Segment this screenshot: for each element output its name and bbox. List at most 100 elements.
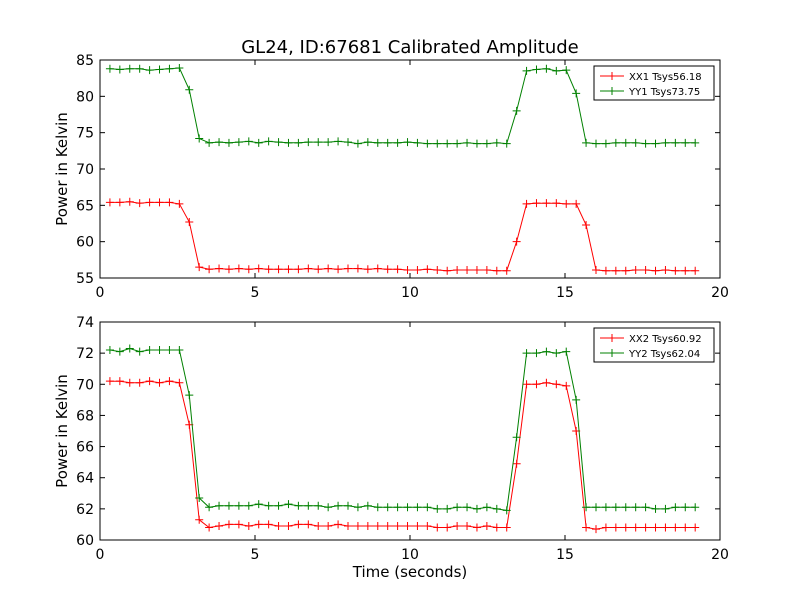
data-point: [115, 198, 124, 207]
data-point: [264, 520, 273, 529]
data-point: [215, 501, 224, 510]
data-point: [592, 525, 600, 534]
data-point: [601, 503, 610, 512]
data-point: [423, 503, 432, 512]
data-point: [165, 64, 174, 73]
legend-label: XX1 Tsys56.18: [629, 72, 702, 83]
data-point: [324, 138, 333, 147]
data-point: [512, 433, 521, 442]
data-point: [353, 139, 362, 148]
data-point: [324, 521, 333, 530]
data-point: [115, 347, 124, 356]
data-point: [284, 265, 293, 274]
data-point: [562, 66, 571, 75]
y-tick-label: 55: [76, 271, 94, 287]
data-point: [195, 134, 204, 143]
data-point: [334, 137, 343, 146]
y-tick-label: 80: [76, 89, 94, 105]
data-point: [373, 138, 382, 147]
data-point: [502, 266, 511, 275]
data-point: [572, 89, 581, 98]
data-point: [254, 500, 263, 509]
data-point: [463, 138, 472, 147]
data-point: [135, 199, 144, 208]
data-point: [224, 520, 233, 529]
data-point: [254, 138, 263, 147]
data-point: [393, 503, 402, 512]
data-point: [314, 138, 323, 147]
data-point: [502, 506, 511, 515]
data-point: [443, 504, 452, 513]
data-point: [274, 521, 283, 530]
data-point: [631, 523, 640, 532]
data-point: [234, 501, 243, 510]
data-point: [691, 523, 700, 532]
data-point: [502, 139, 511, 148]
data-point: [443, 523, 452, 532]
data-point: [175, 63, 184, 72]
legend-marker: [608, 72, 616, 80]
data-point: [453, 266, 462, 275]
data-point: [224, 501, 233, 510]
data-point: [284, 500, 293, 509]
y-axis-label: Power in Kelvin: [53, 112, 71, 226]
data-point: [681, 266, 690, 275]
data-point: [264, 137, 273, 146]
y-tick-label: 65: [76, 198, 94, 214]
top-subplot: 0 5 10 15 20 55 60 65 70 75 80 85 Power in Kelvin XX1…: [53, 53, 729, 301]
data-point: [631, 138, 640, 147]
data-point: [195, 263, 204, 272]
data-point: [453, 503, 462, 512]
data-point: [244, 265, 253, 274]
data-point: [383, 521, 392, 530]
data-point: [363, 138, 372, 147]
data-point: [482, 521, 491, 530]
data-point: [125, 344, 134, 353]
data-point: [621, 523, 630, 532]
data-point: [115, 65, 124, 74]
data-point: [363, 501, 372, 510]
data-point: [344, 521, 352, 530]
data-point: [651, 266, 660, 275]
data-point: [463, 266, 472, 275]
data-point: [264, 501, 273, 510]
data-point: [611, 503, 620, 512]
data-point: [185, 85, 194, 94]
data-point: [234, 520, 243, 529]
data-point: [532, 349, 541, 358]
y-tick-label: 68: [76, 408, 94, 424]
data-point: [582, 503, 591, 512]
data-point: [512, 106, 521, 115]
data-point: [205, 138, 214, 147]
data-point: [403, 138, 412, 147]
data-point: [661, 266, 670, 275]
data-point: [601, 523, 610, 532]
data-point: [393, 265, 402, 274]
data-point: [145, 346, 154, 355]
y-axis-label: Power in Kelvin: [53, 374, 71, 488]
data-point: [393, 138, 402, 147]
data-point: [145, 66, 154, 75]
data-point: [155, 378, 164, 387]
data-point: [413, 266, 422, 275]
data-point: [472, 523, 481, 532]
series-line-2-2: [109, 347, 696, 511]
data-point: [314, 501, 323, 510]
data-point: [433, 523, 442, 532]
data-point: [562, 199, 571, 208]
data-point: [244, 137, 253, 146]
data-point: [621, 138, 630, 147]
data-point: [135, 378, 144, 387]
data-point: [175, 346, 184, 355]
data-point: [552, 380, 561, 389]
data-point: [135, 64, 144, 73]
data-point: [383, 138, 392, 147]
data-point: [294, 265, 303, 274]
data-point: [532, 380, 541, 389]
data-point: [681, 503, 690, 512]
data-point: [542, 64, 551, 73]
bottom-subplot: 0 5 10 15 20 60 62 64 66 68 70 72 74 Power in Kelvin T…: [53, 315, 729, 581]
data-point: [334, 501, 343, 510]
x-axis-label: Time (seconds): [352, 563, 468, 581]
data-point: [443, 139, 452, 148]
